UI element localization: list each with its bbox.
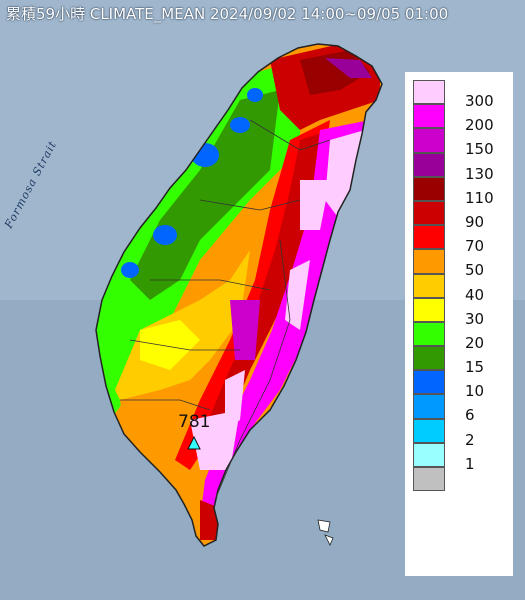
legend-label: 300: [465, 92, 494, 110]
legend-swatch: [413, 249, 445, 274]
legend-swatch: [413, 321, 445, 347]
legend-label: 70: [465, 237, 485, 256]
legend-swatch: [413, 418, 445, 443]
legend-label: 50: [465, 261, 485, 280]
legend-label: 6: [465, 406, 475, 425]
legend-swatch: [413, 104, 445, 129]
legend-row: 30: [413, 297, 505, 328]
legend-row: 300: [413, 80, 505, 110]
legend-row: 70: [413, 225, 505, 255]
legend-swatch: [413, 273, 445, 298]
legend-row: 20: [413, 321, 505, 352]
legend-row: 2: [413, 418, 505, 449]
legend-row: 40: [413, 273, 505, 304]
legend-label: 150: [465, 140, 494, 159]
green-island: [317, 519, 331, 533]
legend-row: 200: [413, 104, 505, 134]
legend-label: 200: [465, 116, 494, 135]
island-outline: [95, 43, 383, 547]
max-rainfall-value: 781: [178, 412, 211, 432]
legend-row: 1: [413, 442, 505, 473]
legend-swatch: [413, 152, 445, 177]
legend-swatch: [413, 467, 445, 492]
legend-swatch: [413, 80, 445, 105]
legend-swatch: [413, 176, 445, 201]
legend-row: 150: [413, 128, 505, 158]
legend-swatch: [413, 346, 445, 371]
legend-swatch: [413, 128, 445, 153]
legend-label: 30: [465, 309, 485, 328]
legend-swatch: [413, 442, 445, 467]
legend-row: 15: [413, 346, 505, 376]
legend-label: 2: [465, 430, 475, 449]
legend-row: 50: [413, 249, 505, 279]
legend-swatch: [413, 297, 445, 322]
legend-swatch: [413, 225, 445, 250]
legend-row: 130: [413, 152, 505, 183]
county-boundaries: [120, 119, 331, 501]
max-station-triangle-icon: [187, 435, 201, 450]
legend-swatch: [413, 370, 445, 395]
legend-label: 10: [465, 382, 485, 401]
orchid-island: [324, 534, 334, 546]
legend-label: 110: [465, 188, 494, 207]
rainfall-legend: 300 200 150 130 110 90 70 50 40 30 20 15 10 6 2 1: [413, 80, 505, 492]
legend-label: 1: [465, 454, 475, 473]
legend-label: 130: [465, 164, 494, 183]
legend-label: 40: [465, 285, 485, 304]
legend-swatch: [413, 394, 445, 419]
legend-row: 90: [413, 200, 505, 231]
legend-row: [413, 467, 505, 492]
map-title: 累積59小時 CLIMATE_MEAN 2024/09/02 14:00~09/…: [6, 5, 449, 23]
legend-swatch: [413, 200, 445, 226]
legend-label: 20: [465, 333, 485, 352]
legend-row: 110: [413, 176, 505, 207]
legend-label: 90: [465, 212, 485, 231]
legend-row: 6: [413, 394, 505, 424]
legend-label: 15: [465, 358, 485, 377]
legend-row: 10: [413, 370, 505, 400]
